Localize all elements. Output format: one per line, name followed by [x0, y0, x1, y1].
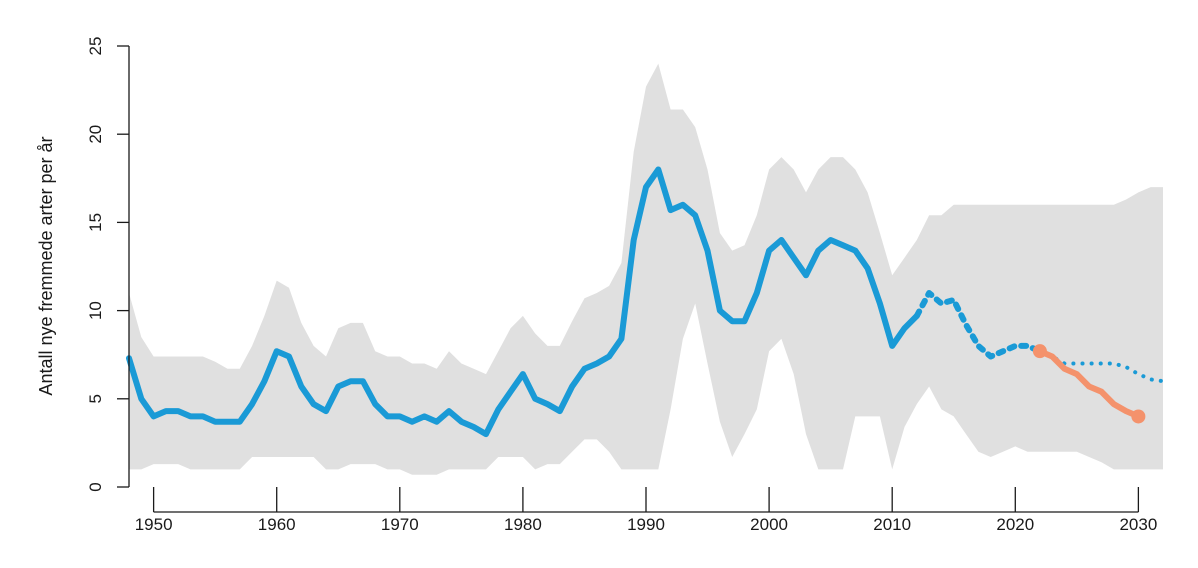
target-series-line — [1036, 348, 1142, 420]
y-tick-label: 0 — [86, 482, 105, 491]
x-tick-label: 1980 — [504, 515, 542, 534]
y-tick-label: 25 — [86, 37, 105, 56]
uncertainty-band — [129, 63, 1163, 475]
target-end-point — [1131, 409, 1146, 424]
x-tick-label: 2020 — [996, 515, 1034, 534]
y-axis-title: Antall nye fremmede arter per år — [36, 136, 56, 395]
x-tick-label: 2030 — [1119, 515, 1157, 534]
x-tick-label: 2000 — [750, 515, 788, 534]
x-tick-label: 1950 — [135, 515, 173, 534]
observed-series-line — [126, 166, 920, 438]
y-ticks: 0 5 10 15 20 25 — [86, 37, 129, 492]
projection-dashed-line — [913, 290, 1043, 360]
y-tick-label: 15 — [86, 213, 105, 232]
x-tick-label: 1960 — [258, 515, 296, 534]
y-tick-label: 10 — [86, 301, 105, 320]
x-tick-label: 1970 — [381, 515, 419, 534]
x-tick-label: 1990 — [627, 515, 665, 534]
target-start-point — [1032, 344, 1047, 359]
y-tick-label: 20 — [86, 125, 105, 144]
x-tick-label: 2010 — [873, 515, 911, 534]
plot-area — [126, 63, 1165, 475]
projection-dotted-line — [1037, 349, 1165, 384]
y-tick-label: 5 — [86, 394, 105, 403]
x-ticks: 1950 1960 1970 1980 1990 2000 2010 2020 2030 — [135, 487, 1157, 534]
